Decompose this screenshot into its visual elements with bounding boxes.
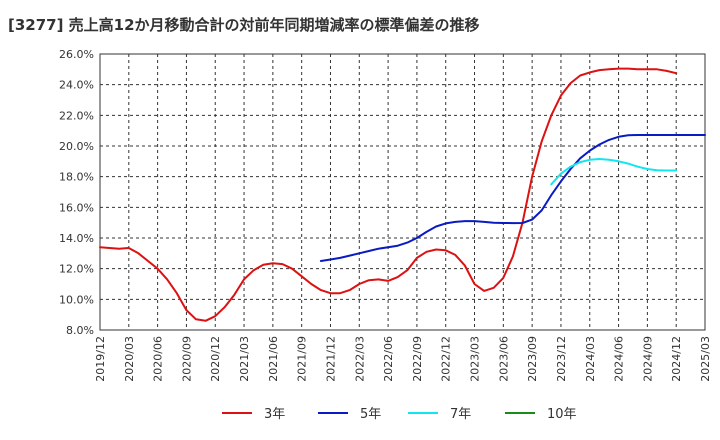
x-tick-label: 2023/06	[497, 336, 510, 382]
legend-label-3: 7年	[450, 407, 471, 422]
x-tick-label: 2023/09	[526, 336, 539, 382]
x-tick-label: 2022/09	[411, 336, 424, 382]
x-tick-label: 2025/03	[699, 336, 712, 382]
y-tick-label: 20.0%	[59, 140, 94, 153]
x-tick-label: 2023/12	[555, 336, 568, 382]
legend-label-1: 3年	[264, 407, 285, 422]
y-tick-label: 22.0%	[59, 109, 94, 122]
x-tick-label: 2020/03	[123, 336, 136, 382]
x-tick-label: 2022/06	[382, 336, 395, 382]
y-tick-label: 10.0%	[59, 293, 94, 306]
plot-area	[99, 53, 706, 331]
series-line-2	[319, 134, 706, 262]
y-axis-ticks: 8.0% 10.0% 12.0% 14.0% 16.0% 18.0% 20.0% 22.0% 2…	[59, 48, 94, 337]
x-axis-ticks: 2019/12 2020/03 2020/06 2020/09 2020/12 2021/…	[94, 336, 712, 382]
legend: 3年 5年 7年 10年	[222, 407, 577, 422]
y-tick-label: 12.0%	[59, 263, 94, 276]
x-tick-label: 2021/03	[238, 336, 251, 382]
x-tick-label: 2024/06	[613, 336, 626, 382]
legend-label-2: 5年	[360, 407, 381, 422]
y-tick-label: 24.0%	[59, 79, 94, 92]
x-tick-label: 2021/12	[324, 336, 337, 382]
x-tick-label: 2020/09	[180, 336, 193, 382]
y-tick-label: 16.0%	[59, 201, 94, 214]
y-tick-label: 8.0%	[66, 324, 94, 337]
x-tick-label: 2023/03	[469, 336, 482, 382]
x-tick-label: 2020/12	[209, 336, 222, 382]
series-lines	[99, 67, 706, 322]
chart-title: [3277] 売上高12か月移動合計の対前年同期増減率の標準偏差の推移	[8, 16, 480, 34]
legend-label-4: 10年	[547, 407, 577, 422]
y-tick-label: 18.0%	[59, 171, 94, 184]
x-tick-label: 2024/12	[670, 336, 683, 382]
x-tick-label: 2024/03	[584, 336, 597, 382]
x-tick-label: 2024/09	[641, 336, 654, 382]
y-tick-label: 26.0%	[59, 48, 94, 61]
x-tick-label: 2020/06	[152, 336, 165, 382]
x-tick-label: 2021/09	[296, 336, 309, 382]
x-tick-label: 2021/06	[267, 336, 280, 382]
x-tick-label: 2022/03	[353, 336, 366, 382]
x-tick-label: 2019/12	[94, 336, 107, 382]
series-line-1	[99, 67, 678, 322]
x-tick-label: 2022/12	[440, 336, 453, 382]
y-tick-label: 14.0%	[59, 232, 94, 245]
series-line-3	[550, 158, 678, 186]
